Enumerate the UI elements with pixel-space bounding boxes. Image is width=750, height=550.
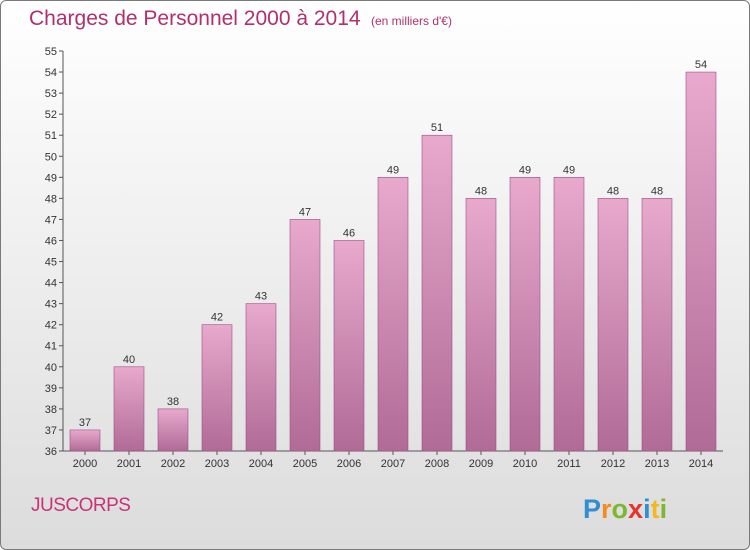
x-tick-label-2014: 2014 bbox=[689, 458, 713, 470]
bar-2007 bbox=[377, 177, 409, 452]
commune-name: JUSCORPS bbox=[31, 495, 131, 516]
y-tick-label: 47 bbox=[45, 214, 57, 226]
bar-2014 bbox=[685, 71, 717, 452]
value-label-2002: 38 bbox=[167, 396, 179, 408]
value-label-2014: 54 bbox=[695, 59, 707, 71]
value-label-2008: 51 bbox=[431, 122, 443, 134]
chart-title: Charges de Personnel 2000 à 2014 bbox=[29, 7, 361, 30]
y-tick-label: 50 bbox=[45, 151, 57, 163]
bar-2004 bbox=[245, 303, 277, 452]
x-tick-label-2000: 2000 bbox=[73, 458, 97, 470]
value-label-2003: 42 bbox=[211, 312, 223, 324]
x-tick-label-2009: 2009 bbox=[469, 458, 493, 470]
x-tick-label-2012: 2012 bbox=[601, 458, 625, 470]
y-tick-label: 42 bbox=[45, 320, 57, 332]
bar-2000 bbox=[69, 429, 101, 452]
y-tick-label: 46 bbox=[45, 235, 57, 247]
bar-2012 bbox=[597, 198, 629, 452]
value-label-2000: 37 bbox=[79, 417, 91, 429]
value-label-2010: 49 bbox=[519, 164, 531, 176]
y-tick-label: 41 bbox=[45, 341, 57, 353]
bar-2010 bbox=[509, 177, 541, 452]
value-label-2007: 49 bbox=[387, 164, 399, 176]
x-tick-label-2011: 2011 bbox=[557, 458, 581, 470]
x-tick-label-2006: 2006 bbox=[337, 458, 361, 470]
value-label-2004: 43 bbox=[255, 291, 267, 303]
y-tick-label: 51 bbox=[45, 130, 57, 142]
y-tick-label: 52 bbox=[45, 109, 57, 121]
bar-2011 bbox=[553, 177, 585, 452]
x-tick-label-2013: 2013 bbox=[645, 458, 669, 470]
x-tick-label-2004: 2004 bbox=[249, 458, 273, 470]
y-tick-label: 54 bbox=[45, 67, 57, 79]
bar-2013 bbox=[641, 198, 673, 452]
value-label-2005: 47 bbox=[299, 206, 311, 218]
x-tick-label-2001: 2001 bbox=[117, 458, 141, 470]
x-tick-label-2010: 2010 bbox=[513, 458, 537, 470]
y-tick-label: 48 bbox=[45, 193, 57, 205]
x-tick-label-2008: 2008 bbox=[425, 458, 449, 470]
x-tick-label-2007: 2007 bbox=[381, 458, 405, 470]
y-tick-label: 40 bbox=[45, 362, 57, 374]
y-tick-label: 37 bbox=[45, 425, 57, 437]
value-label-2006: 46 bbox=[343, 227, 355, 239]
bar-2008 bbox=[421, 134, 453, 452]
y-tick-label: 36 bbox=[45, 446, 57, 458]
bar-2001 bbox=[113, 366, 145, 452]
y-tick-label: 44 bbox=[45, 278, 57, 290]
chart-subtitle: (en milliers d'€) bbox=[371, 14, 452, 28]
bar-2006 bbox=[333, 240, 365, 452]
y-tick-label: 39 bbox=[45, 383, 57, 395]
x-tick-label-2003: 2003 bbox=[205, 458, 229, 470]
x-tick-label-2005: 2005 bbox=[293, 458, 317, 470]
bar-2003 bbox=[201, 324, 233, 452]
y-tick-label: 53 bbox=[45, 88, 57, 100]
y-tick-label: 55 bbox=[45, 46, 57, 58]
value-label-2013: 48 bbox=[651, 185, 663, 197]
value-label-2009: 48 bbox=[475, 185, 487, 197]
x-tick-label-2002: 2002 bbox=[161, 458, 185, 470]
y-tick-label: 45 bbox=[45, 257, 57, 269]
bar-2009 bbox=[465, 198, 497, 452]
value-label-2011: 49 bbox=[563, 164, 575, 176]
value-label-2012: 48 bbox=[607, 185, 619, 197]
y-tick-label: 43 bbox=[45, 299, 57, 311]
bar-2005 bbox=[289, 219, 321, 452]
proxiti-logo: Proxiti bbox=[583, 494, 667, 524]
svg-text:Proxiti: Proxiti bbox=[583, 494, 667, 524]
y-tick-label: 38 bbox=[45, 404, 57, 416]
y-tick-label: 49 bbox=[45, 172, 57, 184]
bar-2002 bbox=[157, 408, 189, 452]
value-label-2001: 40 bbox=[123, 354, 135, 366]
